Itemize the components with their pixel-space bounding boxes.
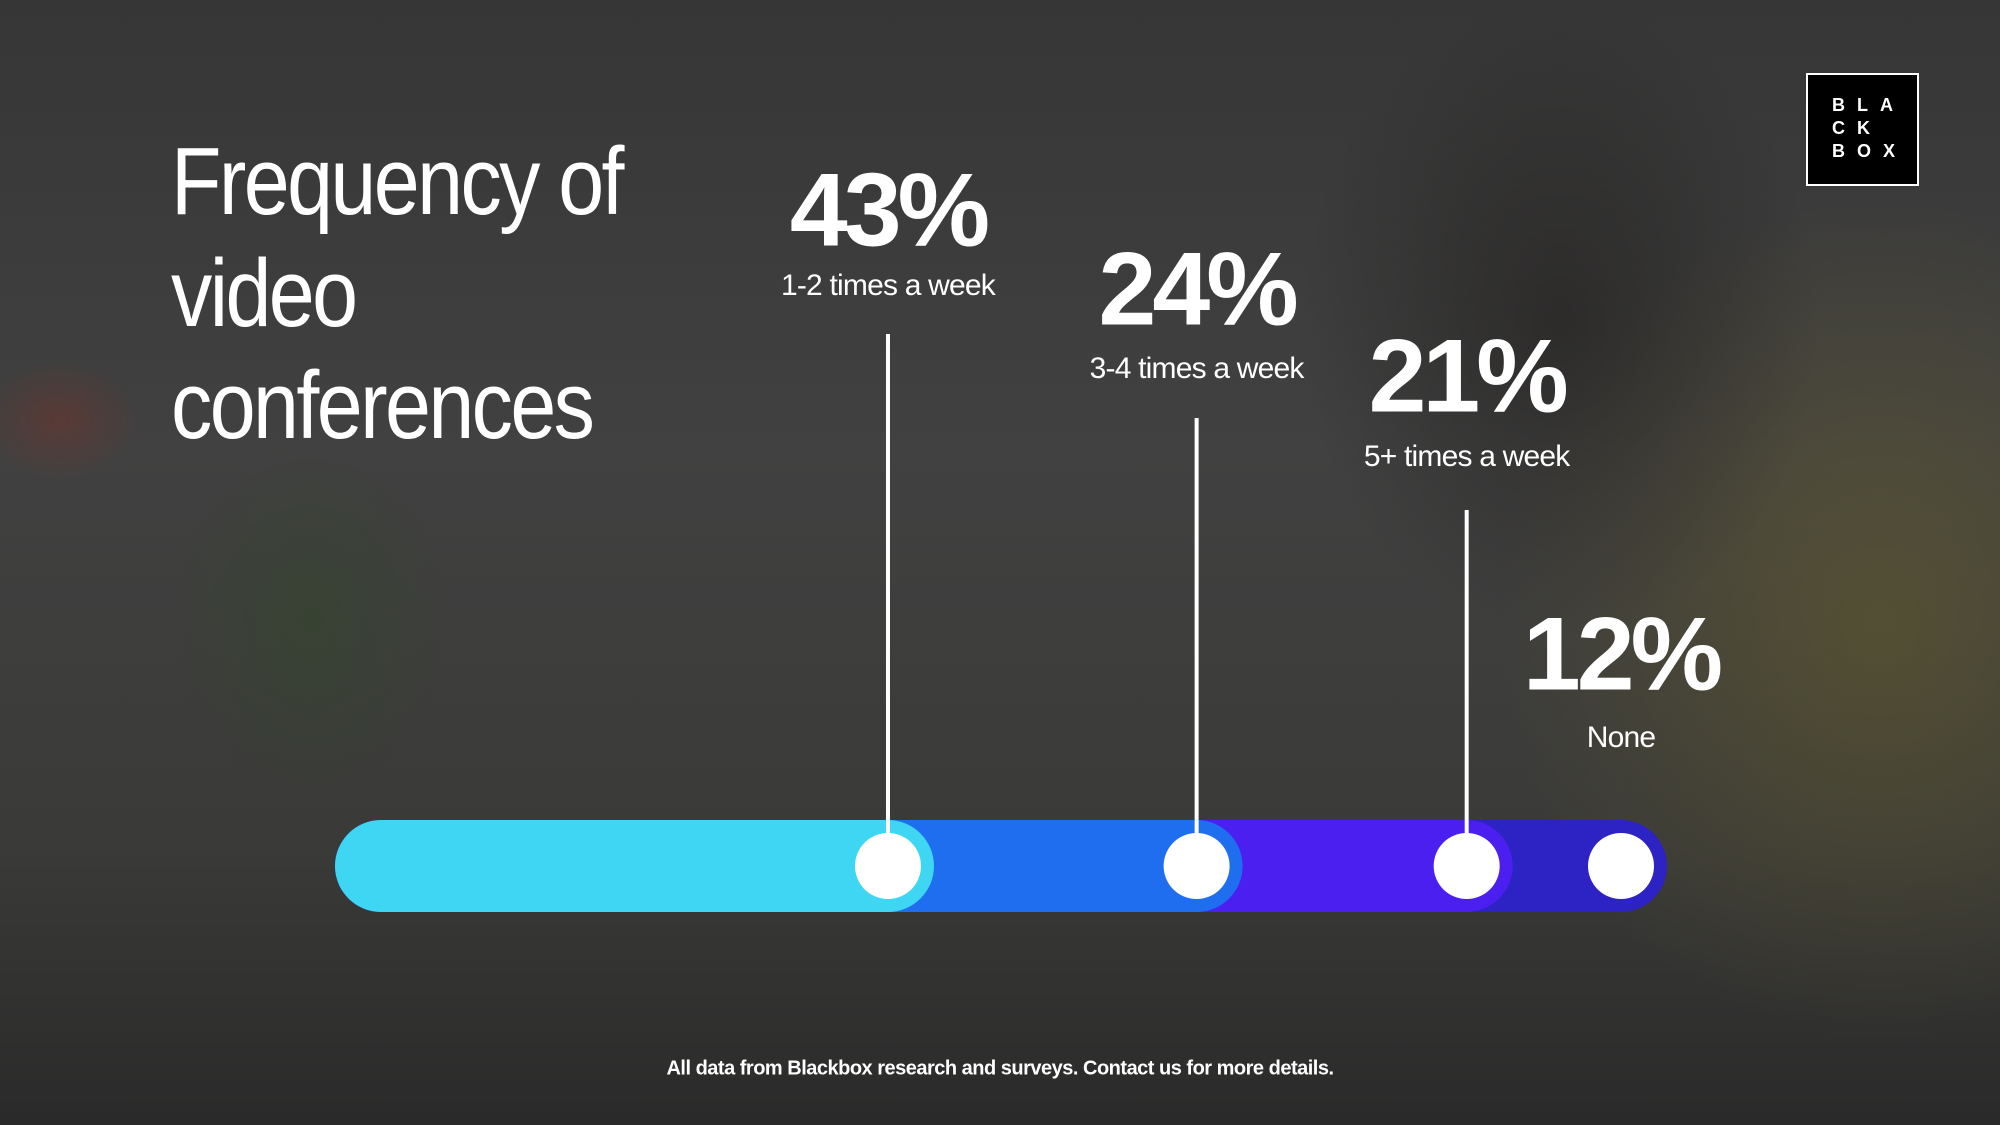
bar-segment [335, 820, 934, 912]
value-label: 24% [1099, 231, 1297, 347]
logo-box [1806, 73, 1919, 186]
logo-text: BLA [1832, 95, 1905, 115]
logo-text: BOX [1832, 141, 1907, 161]
value-label: 12% [1523, 596, 1721, 712]
category-label: 3-4 times a week [1090, 352, 1306, 385]
category-label: 1-2 times a week [781, 269, 997, 302]
category-label: 5+ times a week [1364, 440, 1571, 473]
logo-text: CK [1832, 118, 1882, 138]
marker [854, 833, 921, 899]
value-label: 21% [1369, 318, 1567, 434]
value-label: 43% [790, 152, 988, 268]
category-label: None [1587, 721, 1656, 754]
marker [1163, 833, 1230, 899]
footnote: All data from Blackbox research and surv… [666, 1057, 1333, 1079]
marker [1433, 833, 1500, 899]
chart-title: Frequency of video conferences [171, 128, 624, 459]
marker [1588, 833, 1654, 899]
